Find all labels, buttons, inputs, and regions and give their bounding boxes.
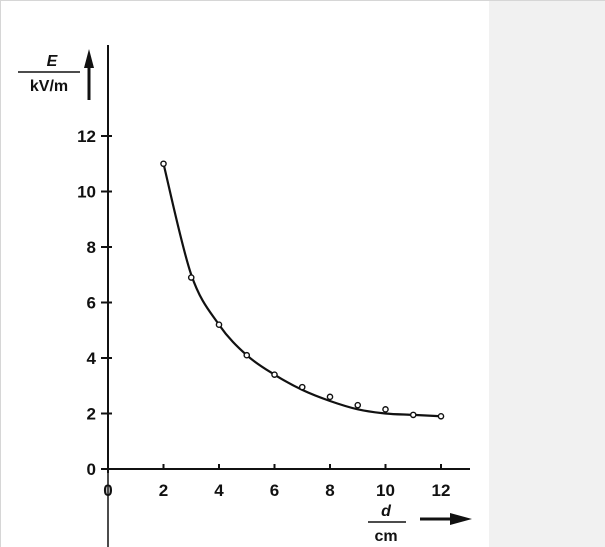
axes [84, 45, 472, 547]
data-point [298, 383, 306, 391]
x-tick-label: 10 [376, 481, 395, 500]
x-axis-symbol: d [381, 503, 392, 520]
x-ticks: 0 2 4 6 8 10 12 [103, 464, 450, 500]
data-points [160, 160, 445, 420]
x-tick-label: 4 [214, 481, 224, 500]
y-tick-label: 8 [87, 238, 96, 257]
y-tick-label: 12 [77, 127, 96, 146]
y-tick-label: 10 [77, 183, 96, 202]
y-tick-label: 6 [87, 294, 96, 313]
y-ticks: 0 2 4 6 8 10 12 [77, 127, 112, 479]
y-tick-label: 2 [87, 405, 96, 424]
data-point [215, 321, 223, 329]
data-point [382, 406, 389, 413]
data-point [354, 401, 362, 409]
y-axis-label: E kV/m [18, 53, 80, 95]
data-point [187, 274, 195, 281]
side-panel [489, 1, 605, 547]
fit-curve-line [162, 163, 442, 418]
x-tick-label: 2 [159, 481, 168, 500]
y-tick-label: 4 [87, 349, 97, 368]
y-axis-arrow-icon [84, 49, 94, 68]
data-point [409, 411, 417, 419]
data-point [243, 351, 251, 359]
x-axis-unit: cm [374, 528, 397, 545]
x-tick-label: 6 [270, 481, 279, 500]
data-point [271, 371, 278, 378]
x-tick-label: 12 [432, 481, 451, 500]
data-point [326, 393, 334, 401]
data-point [160, 160, 167, 168]
y-tick-label: 0 [87, 460, 96, 479]
y-axis-symbol: E [47, 53, 59, 70]
data-point [437, 412, 445, 420]
x-tick-label: 0 [103, 481, 112, 500]
x-axis-arrow-icon [450, 513, 472, 525]
x-axis-label: d cm [368, 503, 406, 545]
y-axis-unit: kV/m [30, 78, 68, 95]
x-tick-label: 8 [325, 481, 334, 500]
